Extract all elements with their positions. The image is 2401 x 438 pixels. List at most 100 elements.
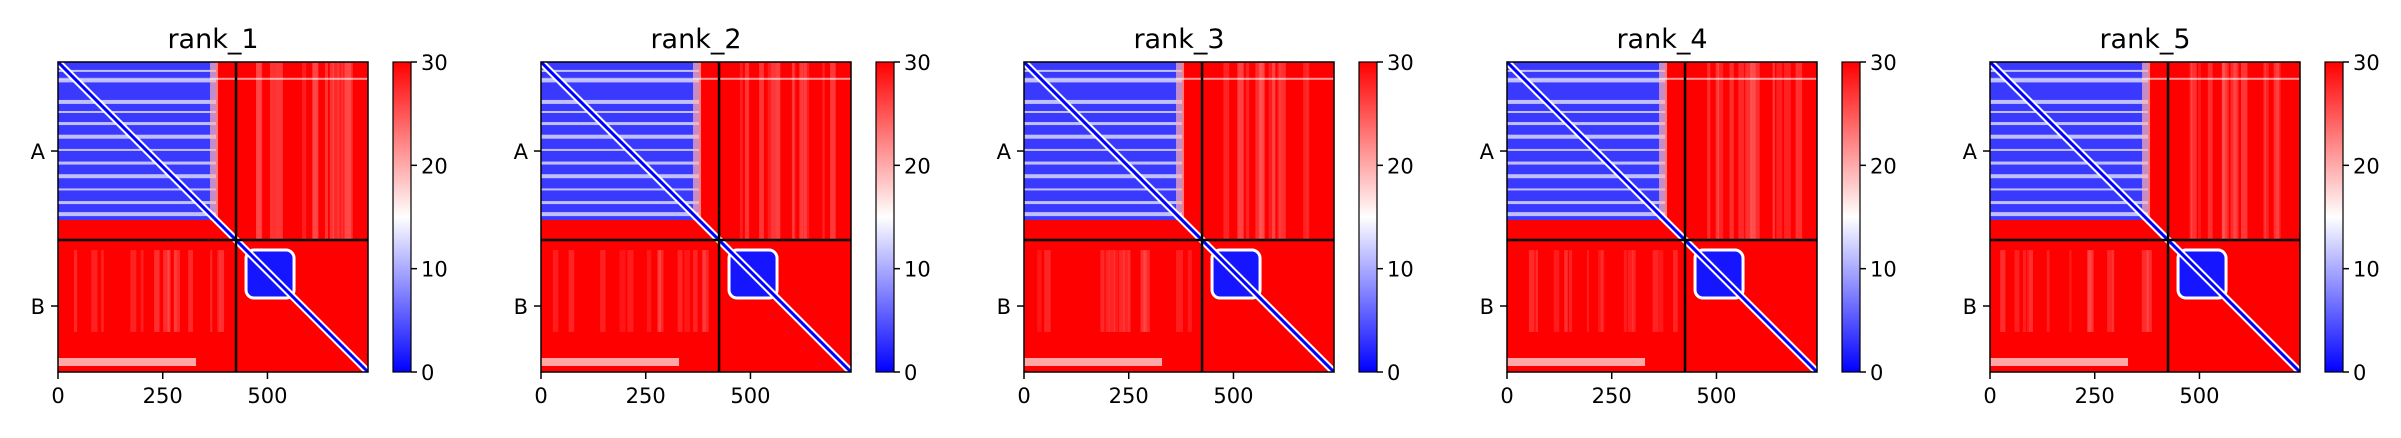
heatmap-streak (2069, 250, 2072, 332)
heatmap-streak (773, 62, 781, 241)
heatmap-streak (1118, 250, 1125, 332)
y-tick-label: B (1963, 295, 1977, 319)
chain-a-band (1024, 201, 1183, 205)
y-tick-label: B (997, 295, 1011, 319)
heatmap-streak (1044, 250, 1051, 332)
colorbar-tick-label: 10 (421, 258, 448, 282)
heatmap-streak (1140, 250, 1146, 332)
colorbar-tick-label: 20 (904, 154, 931, 178)
heatmap-line (1507, 77, 1817, 80)
x-tick-label: 500 (2179, 384, 2219, 408)
colorbar: 0 10 20 30 (1841, 51, 1897, 385)
heatmap-streak (302, 62, 307, 241)
x-tick-label: 500 (1696, 384, 1736, 408)
chain-a-band (541, 188, 700, 191)
heatmap-streak (1632, 250, 1636, 332)
panel-title: rank_1 (167, 24, 258, 55)
chain-a-band (1024, 122, 1183, 126)
y-tick-label: A (997, 140, 1012, 164)
heatmap-streak (210, 250, 213, 332)
heatmap-streak (2046, 250, 2050, 332)
colorbar-tick-label: 0 (1870, 361, 1883, 385)
panel-title: rank_5 (2099, 24, 2190, 55)
colorbar-gradient (1841, 61, 1861, 373)
heatmap-streak (2112, 250, 2115, 332)
heatmap-streak (1564, 250, 1568, 332)
heatmap-streak (1237, 62, 1244, 241)
heatmap-streak (2189, 62, 2193, 241)
heatmap-streak (217, 250, 221, 332)
chain-a-band (1507, 201, 1666, 205)
colorbar: 0 10 20 30 (1358, 51, 1414, 385)
heatmap-streak (646, 250, 652, 332)
heatmap-streak (1627, 250, 1634, 332)
heatmap-streak (1259, 62, 1265, 241)
heatmap-streak (802, 62, 807, 241)
heatmap-streak (1100, 250, 1105, 332)
x-tick-label: 500 (730, 384, 770, 408)
heatmap-streak (1729, 62, 1734, 241)
chain-a-band (58, 148, 217, 151)
heatmap-streak (1245, 62, 1250, 241)
panel-3: rank_3 0 250 500 A B 0 10 20 30 (997, 24, 1414, 408)
chain-b-domain-edge (244, 248, 296, 300)
heatmap-streak (101, 250, 104, 332)
heatmap-streak (1586, 250, 1589, 332)
heatmap-streak (1776, 62, 1783, 241)
panel-title: rank_2 (650, 24, 741, 55)
heatmap-streak (1105, 250, 1110, 332)
heatmap-streak (1127, 250, 1131, 332)
pae-heatmap (1507, 62, 1817, 372)
heatmap-streak (324, 62, 329, 241)
panel-2: rank_2 0 250 500 A B 0 10 20 30 (514, 24, 931, 408)
heatmap-streak (1187, 250, 1192, 332)
heatmap-streak (1528, 250, 1535, 332)
chain-a-band (1507, 69, 1666, 72)
heatmap-streak (1303, 62, 1308, 241)
x-tick-label: 250 (1109, 384, 1149, 408)
heatmap-line (58, 77, 368, 80)
x-tick-label: 0 (1983, 384, 1996, 408)
heatmap-streak (346, 62, 353, 241)
heatmap-streak (1623, 250, 1627, 332)
chain-a-band (58, 79, 217, 83)
heatmap-streak (767, 62, 774, 241)
heatmap-streak (1707, 62, 1711, 241)
heatmap-streak (2230, 62, 2237, 241)
colorbar-tick-label: 0 (2353, 361, 2366, 385)
panel-4: rank_4 0 250 500 A B 0 10 20 30 (1480, 24, 1897, 408)
chain-a-edge (1176, 62, 1185, 221)
chain-a-edge (2142, 62, 2151, 221)
heatmap-streak (1749, 62, 1757, 241)
chain-a-band (1990, 188, 2149, 191)
y-tick-label: A (31, 140, 46, 164)
chain-b-domain-edge (727, 248, 779, 300)
heatmap-streak (1144, 250, 1150, 332)
chain-a-band (1507, 161, 1666, 165)
axes-frame (1989, 61, 2301, 373)
heatmap-streak (1750, 62, 1756, 241)
heatmap-streak (1123, 250, 1130, 332)
chain-a-band (58, 110, 217, 113)
colorbar-tick-label: 20 (1870, 154, 1897, 178)
heatmap-streak (341, 62, 347, 241)
chain-a-band (541, 69, 700, 72)
heatmap-streak (219, 250, 225, 332)
heatmap-streak (657, 250, 664, 332)
chain-a-band (58, 122, 217, 126)
heatmap-streak (2087, 250, 2094, 332)
heatmap-streak (2087, 250, 2094, 332)
heatmap-streak (2190, 62, 2197, 241)
chain-a-band (1024, 161, 1183, 165)
heatmap-streak (167, 250, 171, 332)
chain-a-band (541, 174, 700, 179)
chain-a-band (1024, 69, 1183, 72)
diagonal (1507, 62, 1817, 372)
heatmap-streak (744, 62, 750, 241)
chain-a-band (1507, 122, 1666, 126)
colorbar-tick-label: 20 (1387, 154, 1414, 178)
heatmap-streak (188, 250, 193, 332)
colorbar-tick-label: 0 (421, 361, 434, 385)
colorbar: 0 10 20 30 (2324, 51, 2380, 385)
heatmap-streak (739, 62, 743, 241)
